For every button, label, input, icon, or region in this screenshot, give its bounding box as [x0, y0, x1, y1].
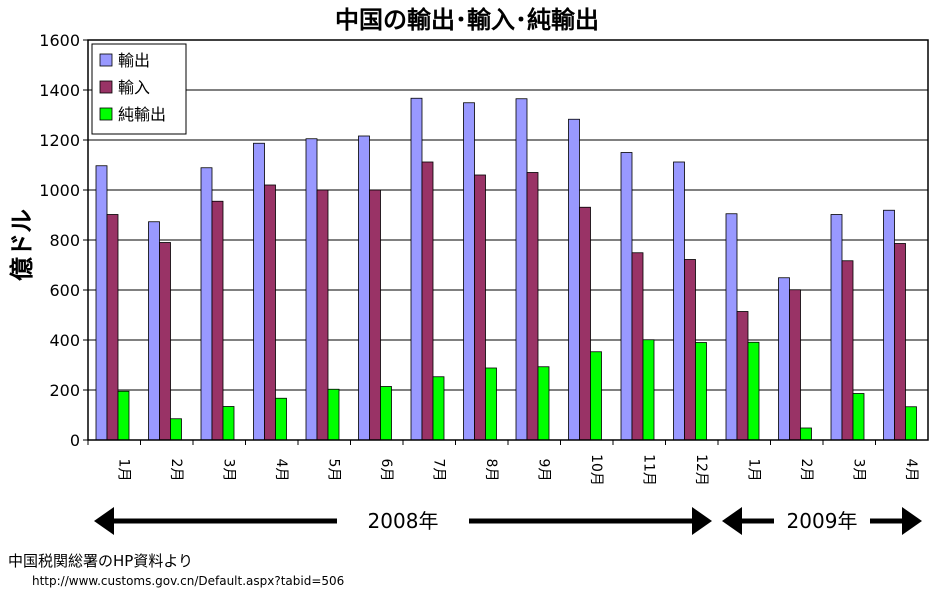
bar-import: [211, 200, 224, 441]
legend-entry: 輸出: [118, 51, 150, 70]
bar-export: [463, 102, 475, 441]
y-tick-label: 1600: [39, 31, 80, 50]
bar-net-export: [905, 406, 917, 441]
x-category-label: 2月: [798, 459, 814, 482]
x-category-label: 11月: [640, 454, 656, 486]
bar-export: [568, 118, 580, 441]
bar-import: [684, 259, 696, 441]
y-tick-label: 600: [49, 281, 80, 300]
bar-net-export: [590, 351, 602, 441]
bar-net-export: [642, 339, 655, 441]
bar-export: [673, 161, 685, 441]
bar-export: [778, 277, 790, 441]
year-label: 2008年: [368, 509, 439, 533]
bar-export: [725, 213, 738, 441]
bar-net-export: [117, 390, 130, 441]
bar-net-export: [222, 406, 235, 441]
source-url: http://www.customs.gov.cn/Default.aspx?t…: [32, 574, 345, 588]
bar-import: [789, 289, 801, 441]
x-category-label: 10月: [588, 454, 604, 486]
x-category-label: 12月: [693, 454, 709, 486]
bar-import: [841, 260, 854, 441]
bar-import: [736, 311, 749, 441]
y-tick-label: 0: [70, 431, 80, 450]
bar-import: [369, 189, 381, 441]
bar-import: [474, 174, 486, 441]
x-category-label: 2月: [168, 459, 184, 482]
x-category-label: 4月: [273, 459, 289, 482]
x-category-label: 9月: [535, 459, 551, 482]
bar-net-export: [695, 342, 707, 441]
bar-export: [410, 97, 423, 441]
source-note: 中国税関総署のHP資料より: [8, 552, 194, 570]
arrow-head-left: [94, 507, 114, 535]
x-category-label: 6月: [378, 459, 394, 482]
bar-import: [106, 214, 119, 441]
bar-export: [830, 214, 843, 441]
x-category-label: 4月: [903, 459, 919, 482]
bar-net-export: [747, 341, 760, 441]
bar-import: [526, 172, 539, 441]
bar-net-export: [852, 393, 865, 441]
bar-export: [95, 165, 108, 441]
x-category-label: 7月: [430, 459, 446, 482]
bar-net-export: [275, 397, 287, 441]
bar-net-export: [432, 376, 445, 441]
arrow-head-left: [722, 507, 742, 535]
legend-swatch: [99, 80, 113, 94]
bar-export: [253, 142, 265, 441]
bar-net-export: [485, 367, 497, 441]
y-tick-label: 1400: [39, 81, 80, 100]
bar-import: [894, 243, 906, 441]
bar-import: [264, 184, 276, 441]
x-axis-categories: 1月 2月 3月 4月 5月 6月 7月 8月 9月 10月 11月 12月 1月 2月 3月 4月: [87, 440, 919, 486]
x-category-label: 5月: [325, 459, 341, 482]
bar-import: [631, 252, 644, 441]
bar-export: [358, 135, 370, 441]
x-category-label: 8月: [483, 459, 499, 482]
chart-title: 中国の輸出･輸入･純輸出: [335, 6, 599, 34]
arrow-head-right: [692, 507, 712, 535]
arrow-head-right: [902, 507, 922, 535]
y-tick-label: 200: [49, 381, 80, 400]
x-category-label: 1月: [745, 459, 761, 482]
bar-export: [620, 152, 633, 441]
bar-net-export: [327, 388, 340, 441]
bar-export: [148, 221, 160, 441]
legend-swatch: [99, 107, 113, 121]
bar-import: [421, 161, 434, 441]
bar-net-export: [800, 427, 812, 441]
y-tick-label: 1000: [39, 181, 80, 200]
legend-swatch: [99, 53, 113, 67]
bar-import: [316, 189, 329, 441]
y-tick-label: 800: [49, 231, 80, 250]
bars: [95, 97, 917, 441]
bar-import: [159, 242, 171, 441]
bar-export: [200, 167, 213, 441]
bar-export: [883, 209, 895, 441]
legend-entry: 純輸出: [118, 105, 166, 124]
x-category-label: 3月: [220, 459, 236, 482]
y-axis-ticks: 0 200 400 600 800 1000 1200 1400 1600: [39, 31, 88, 450]
gridlines: [88, 89, 928, 391]
y-axis-label: 億ドル: [8, 209, 36, 281]
year-label: 2009年: [787, 509, 858, 533]
bar-import: [579, 206, 591, 441]
x-category-label: 1月: [115, 459, 131, 482]
legend-entry: 輸入: [118, 78, 150, 97]
year-arrows: 2008年 2009年: [94, 507, 922, 535]
bar-net-export: [380, 386, 392, 441]
x-category-label: 3月: [850, 459, 866, 482]
bar-export: [515, 98, 528, 441]
y-tick-label: 1200: [39, 131, 80, 150]
bar-net-export: [170, 418, 182, 441]
bar-export: [305, 138, 318, 441]
bar-net-export: [537, 366, 550, 441]
y-tick-label: 400: [49, 331, 80, 350]
